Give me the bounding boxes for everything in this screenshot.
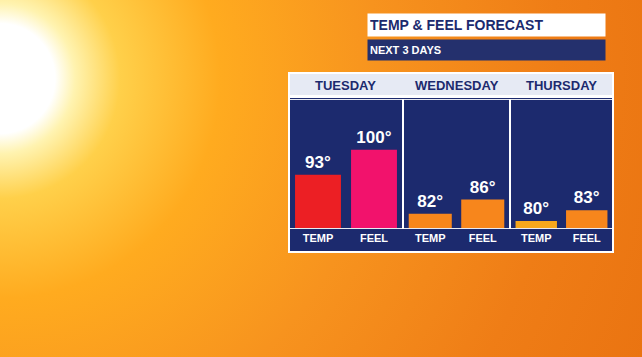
- svg-text:TEMP: TEMP: [415, 232, 446, 244]
- svg-text:TEMP: TEMP: [303, 232, 334, 244]
- svg-text:WEDNESDAY: WEDNESDAY: [415, 78, 499, 93]
- svg-text:THURSDAY: THURSDAY: [526, 78, 597, 93]
- svg-text:80°: 80°: [523, 199, 549, 218]
- svg-text:82°: 82°: [417, 192, 443, 211]
- svg-text:93°: 93°: [305, 153, 331, 172]
- svg-text:NEXT 3 DAYS: NEXT 3 DAYS: [370, 44, 441, 56]
- svg-text:TEMP & FEEL FORECAST: TEMP & FEEL FORECAST: [370, 17, 543, 33]
- svg-text:FEEL: FEEL: [360, 232, 388, 244]
- svg-text:83°: 83°: [574, 188, 600, 207]
- svg-text:FEEL: FEEL: [573, 232, 601, 244]
- svg-text:TEMP: TEMP: [521, 232, 552, 244]
- svg-text:FEEL: FEEL: [469, 232, 497, 244]
- svg-text:86°: 86°: [470, 178, 496, 197]
- svg-text:100°: 100°: [356, 128, 391, 147]
- svg-text:TUESDAY: TUESDAY: [315, 78, 376, 93]
